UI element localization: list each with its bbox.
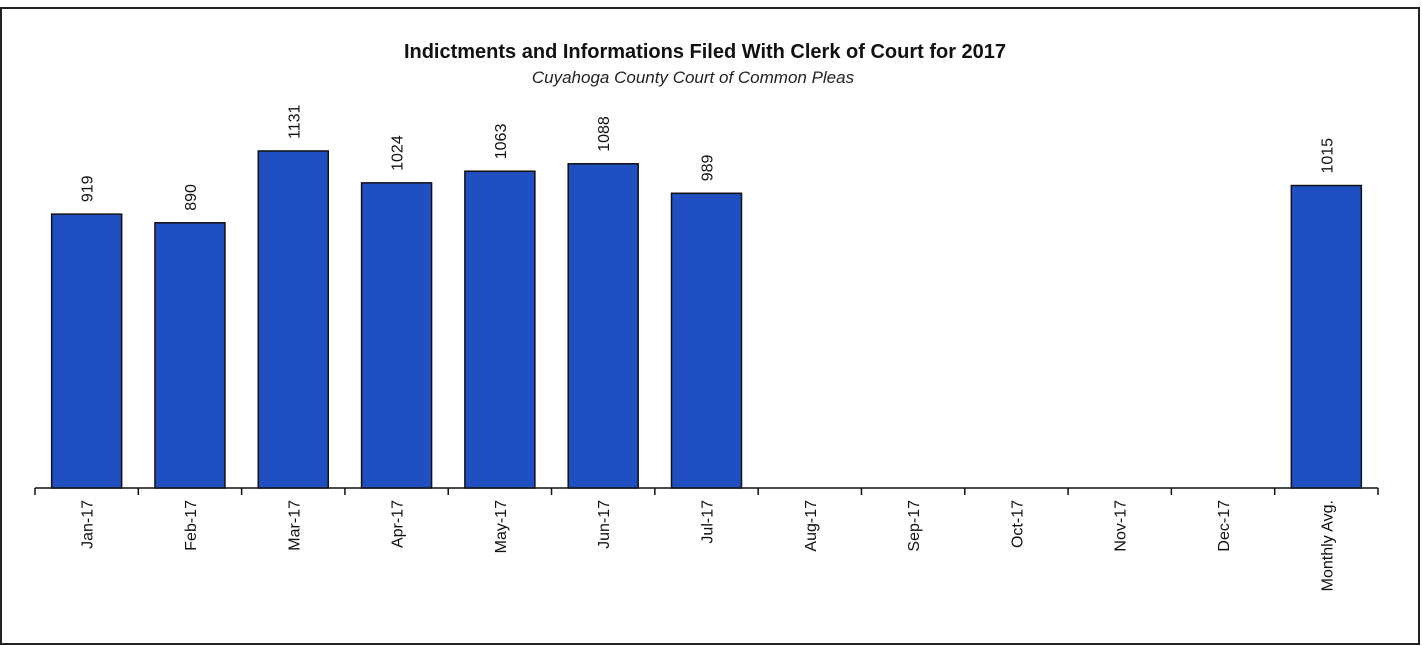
x-tick-label: Jan-17 — [80, 500, 97, 549]
bar — [670, 192, 743, 489]
value-label: 890 — [183, 184, 200, 211]
value-label: 919 — [80, 175, 97, 202]
value-label: 989 — [700, 154, 717, 181]
chart-title: Indictments and Informations Filed With … — [404, 41, 1006, 63]
bar — [154, 222, 226, 489]
chart-subtitle: Cuyahoga County Court of Common Pleas — [532, 68, 855, 87]
bar — [464, 170, 536, 489]
value-label: 1063 — [493, 124, 510, 160]
value-label: 1015 — [1319, 138, 1336, 174]
x-tick-label: Mar-17 — [286, 500, 303, 551]
x-tick-label: Jun-17 — [596, 500, 613, 549]
bar — [1290, 184, 1363, 489]
x-tick-label: Nov-17 — [1113, 500, 1130, 552]
value-label: 1024 — [390, 135, 407, 171]
x-tick-label: Aug-17 — [803, 500, 820, 552]
bar — [257, 150, 330, 489]
frame — [0, 7, 1420, 645]
x-tick-label: Monthly Avg. — [1319, 500, 1336, 591]
x-tick-label: Dec-17 — [1216, 500, 1233, 552]
x-tick-label: Sep-17 — [906, 500, 923, 552]
bar — [567, 163, 639, 489]
value-label: 1088 — [596, 116, 613, 152]
x-tick-label: Apr-17 — [390, 500, 407, 548]
x-tick-label: Feb-17 — [183, 500, 200, 551]
bar — [360, 182, 433, 489]
bar — [50, 213, 123, 489]
x-tick-label: May-17 — [493, 500, 510, 553]
x-tick-label: Jul-17 — [700, 500, 717, 544]
x-tick-label: Oct-17 — [1009, 500, 1026, 548]
value-label: 1131 — [286, 104, 303, 139]
